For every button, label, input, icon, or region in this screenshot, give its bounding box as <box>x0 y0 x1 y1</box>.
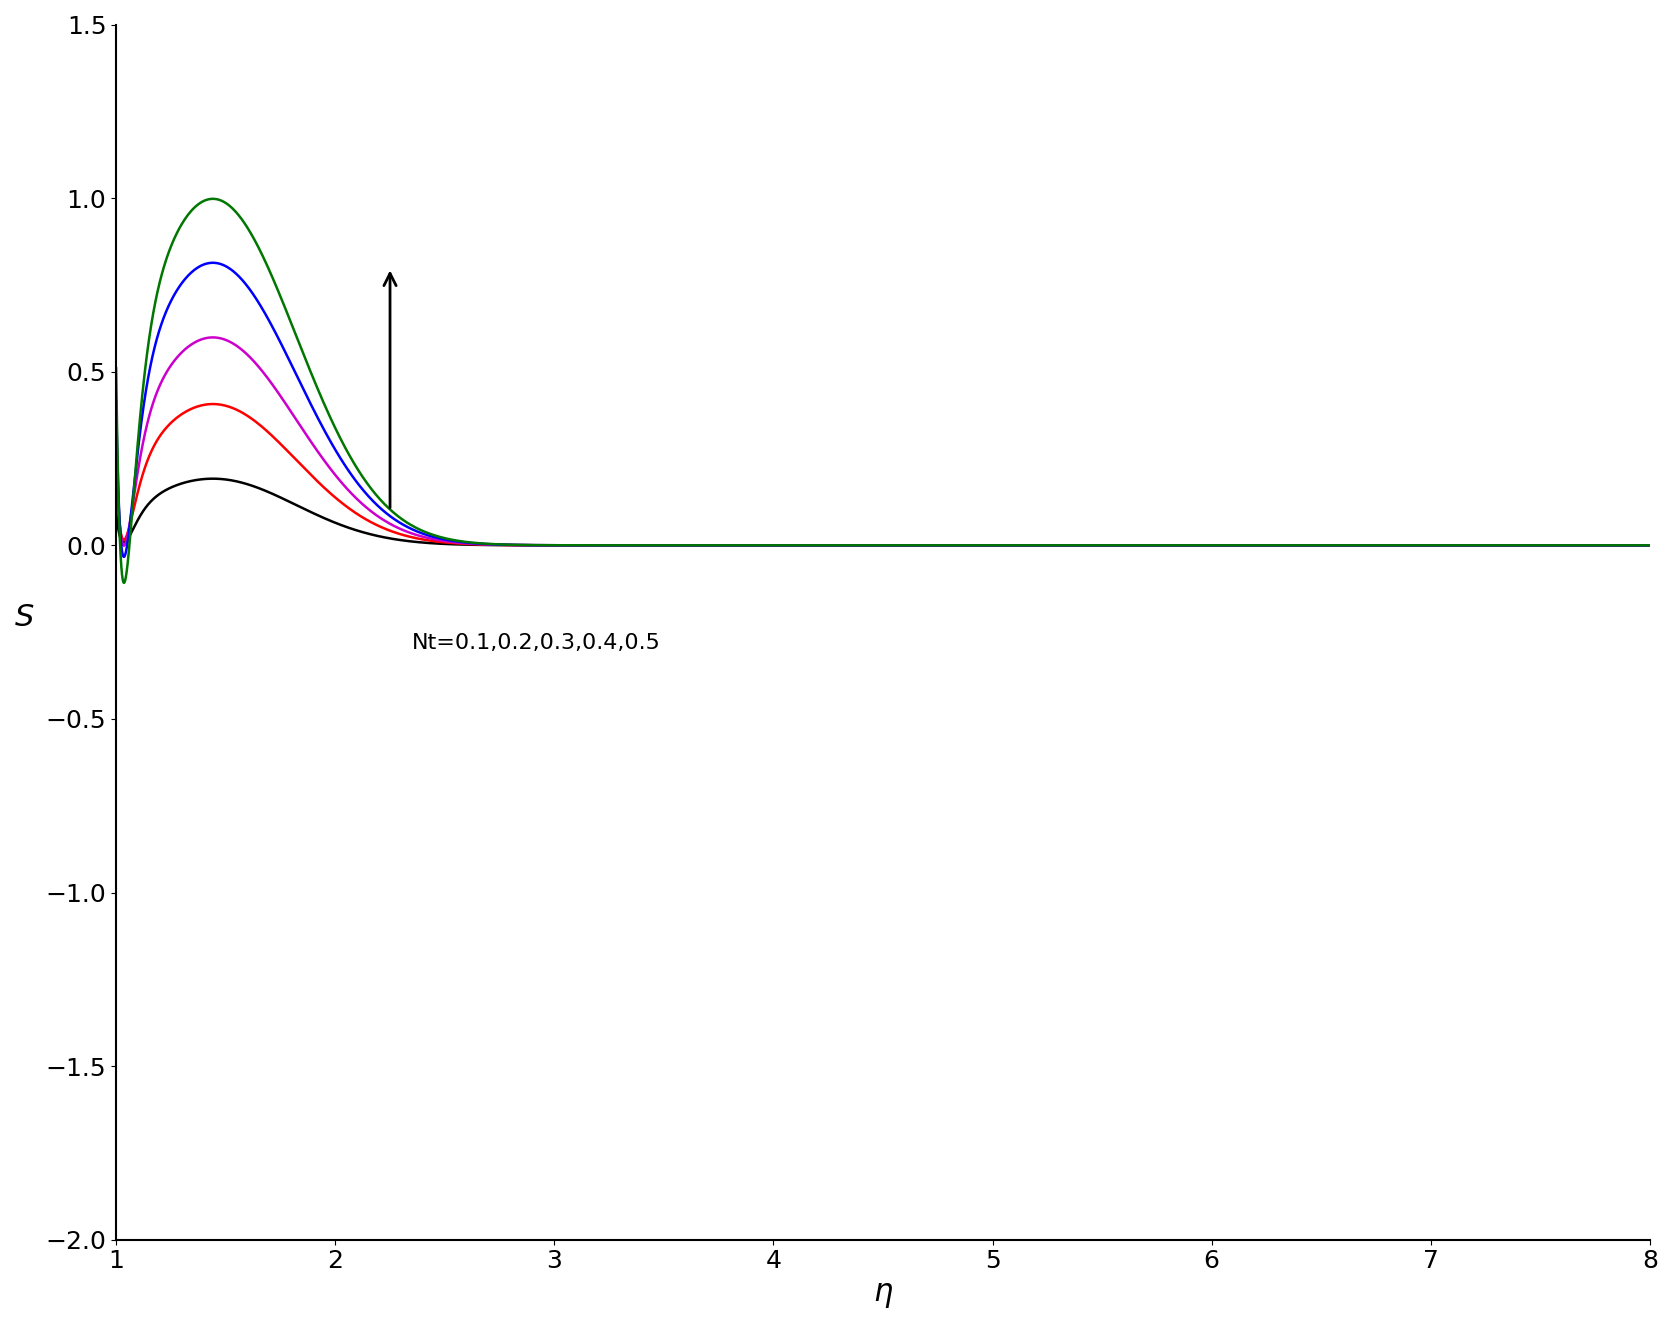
Y-axis label: S: S <box>15 603 35 632</box>
X-axis label: η: η <box>873 1279 893 1308</box>
Text: Nt=0.1,0.2,0.3,0.4,0.5: Nt=0.1,0.2,0.3,0.4,0.5 <box>412 634 661 654</box>
